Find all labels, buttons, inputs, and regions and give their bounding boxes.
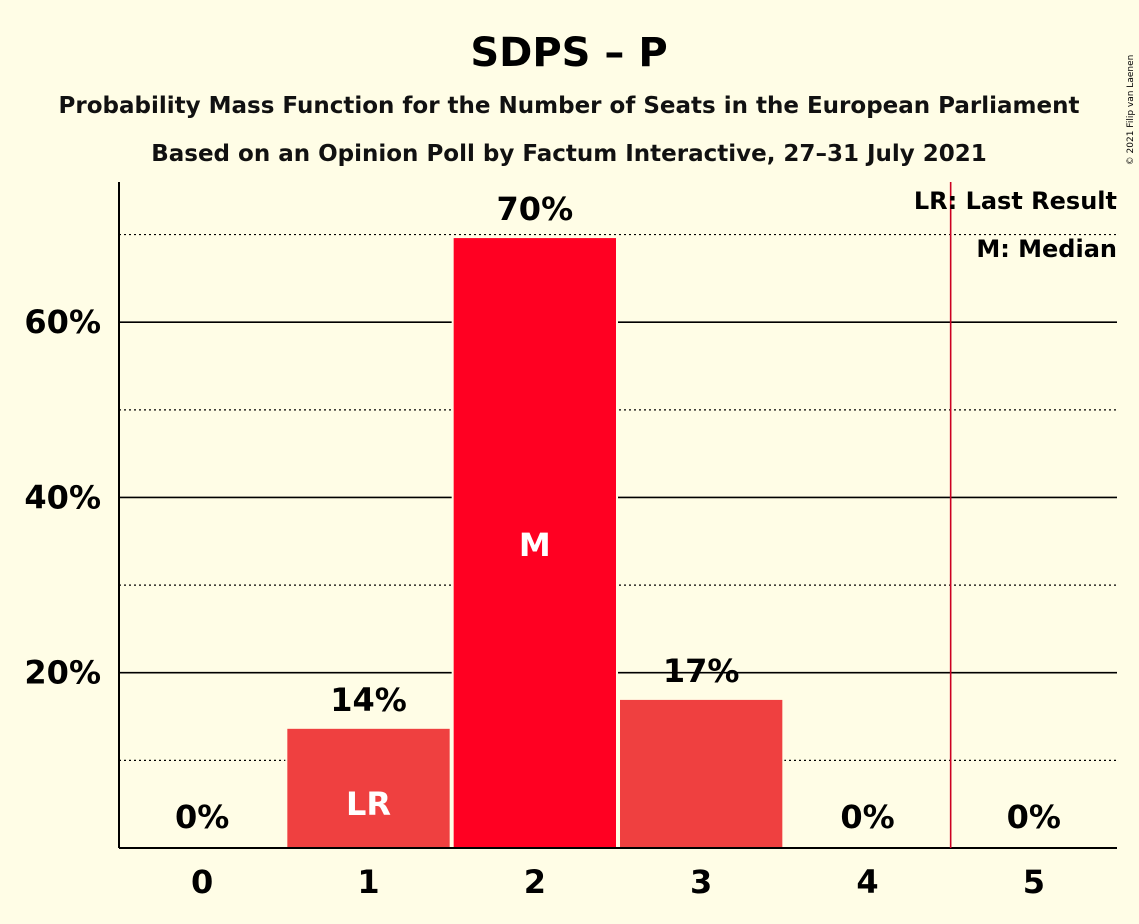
value-label-2: 70% (497, 190, 574, 228)
legend-last-result: LR: Last Result (914, 187, 1117, 215)
x-tick-label: 1 (357, 863, 379, 901)
inner-label-lr: LR (346, 785, 391, 823)
value-label-5: 0% (1007, 798, 1061, 836)
data-labels: 0% 0 14% LR 1 70% M 2 17% 3 0% 4 0% 5 (175, 190, 1061, 901)
legend-median: M: Median (976, 235, 1117, 263)
x-tick-label: 4 (856, 863, 878, 901)
value-label-0: 0% (175, 798, 229, 836)
bars (285, 236, 785, 848)
x-tick-label: 2 (524, 863, 546, 901)
x-tick-label: 0 (191, 863, 213, 901)
bar-1 (287, 728, 450, 848)
inner-label-m: M (519, 526, 551, 564)
value-label-1: 14% (330, 681, 407, 719)
x-tick-label: 5 (1023, 863, 1045, 901)
y-tick-label: 20% (24, 654, 101, 692)
bar-2 (453, 238, 616, 848)
chart-title: SDPS – P (470, 30, 667, 76)
x-tick-label: 3 (690, 863, 712, 901)
value-label-3: 17% (663, 652, 740, 690)
copyright-text: © 2021 Filip van Laenen (1126, 55, 1136, 166)
chart-subtitle: Probability Mass Function for the Number… (59, 93, 1080, 119)
axes (118, 182, 1117, 849)
y-tick-label: 40% (24, 478, 101, 516)
legend: LR: Last Result M: Median (914, 187, 1117, 263)
y-tick-label: 60% (24, 303, 101, 341)
value-label-4: 0% (840, 798, 894, 836)
bar-3 (620, 699, 783, 848)
chart-subtitle-2: Based on an Opinion Poll by Factum Inter… (151, 141, 987, 167)
